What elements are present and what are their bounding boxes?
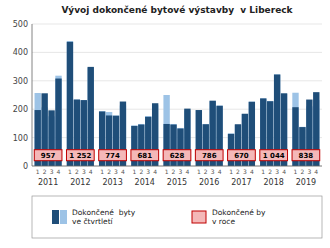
- x-tick-label: 2013: [102, 178, 122, 187]
- quarter-label: 3: [275, 168, 279, 175]
- quarter-label: 2: [75, 168, 79, 175]
- x-tick-label: 2018: [263, 178, 283, 187]
- quarter-label: 3: [114, 168, 118, 175]
- annual-total-label: 957: [41, 152, 56, 160]
- quarter-label: 4: [314, 168, 318, 175]
- quarter-label: 2: [172, 168, 176, 175]
- quarter-label: 2: [204, 168, 208, 175]
- annual-total-label: 838: [299, 152, 314, 160]
- legend-label: Dokončené byv roce: [212, 208, 266, 226]
- quarter-label: 3: [179, 168, 183, 175]
- legend-swatch: [192, 211, 206, 223]
- grid-line: [32, 24, 322, 25]
- annual-total-box: [195, 150, 223, 161]
- x-tick-label: 2014: [135, 178, 155, 187]
- bar: [67, 41, 73, 166]
- quarter-label: 1: [294, 168, 298, 175]
- legend-swatch: [60, 210, 67, 224]
- y-tick-label: 100: [13, 134, 28, 143]
- quarter-label: 1: [132, 168, 136, 175]
- quarter-label: 1: [36, 168, 40, 175]
- x-tick-label: 2011: [38, 178, 58, 187]
- legend-label: Dokončené bytyve čtvrtletí: [72, 208, 136, 226]
- annual-total-label: 786: [202, 152, 217, 160]
- title: Vývoj dokončené bytové výstavby v Libere…: [61, 5, 293, 15]
- quarter-label: 3: [50, 168, 54, 175]
- annual-total-box: [163, 150, 191, 161]
- annual-total-label: 1 252: [69, 152, 91, 160]
- quarter-label: 2: [236, 168, 240, 175]
- y-tick-label: 0: [23, 162, 28, 171]
- x-tick-label: 2019: [296, 178, 316, 187]
- chart: Vývoj dokončené bytové výstavby v Libere…: [0, 0, 330, 248]
- quarter-label: 3: [307, 168, 311, 175]
- quarter-label: 1: [165, 168, 169, 175]
- quarter-label: 4: [121, 168, 125, 175]
- legend-frame: [32, 196, 322, 238]
- grid-line: [32, 52, 322, 53]
- quarter-label: 3: [146, 168, 150, 175]
- annual-total-box: [260, 150, 288, 161]
- legend-swatch: [52, 210, 59, 224]
- y-tick-label: 400: [13, 48, 28, 57]
- quarter-label: 1: [100, 168, 104, 175]
- y-tick-label: 500: [13, 20, 28, 29]
- annual-total-box: [228, 150, 256, 161]
- bars: [35, 41, 320, 166]
- annual-total-label: 670: [234, 152, 249, 160]
- annual-total-label: 774: [105, 152, 120, 160]
- quarter-label: 3: [211, 168, 215, 175]
- annual-total-box: [34, 150, 62, 161]
- legend-label-line: ve čtvrtletí: [72, 217, 114, 226]
- y-axis: [32, 24, 33, 166]
- legend-label-line: Dokončené byty: [72, 208, 136, 217]
- x-tick-label: 2017: [231, 178, 251, 187]
- quarter-label: 2: [301, 168, 305, 175]
- annual-total-label: 1 044: [263, 152, 285, 160]
- quarter-label: 3: [82, 168, 86, 175]
- annual-total-box: [292, 150, 320, 161]
- quarter-label: 2: [107, 168, 111, 175]
- legend-label-line: Dokončené by: [212, 208, 266, 217]
- annual-total-label: 628: [170, 152, 185, 160]
- quarter-label: 4: [89, 168, 93, 175]
- x-tick-label: 2015: [167, 178, 187, 187]
- legend: Dokončené bytyve čtvrtletí Dokončené byv …: [32, 196, 322, 238]
- quarter-label: 3: [243, 168, 247, 175]
- y-tick-label: 200: [13, 105, 28, 114]
- y-tick-label: 300: [13, 77, 28, 86]
- quarter-label: 2: [43, 168, 47, 175]
- annual-total-box: [66, 150, 94, 161]
- x-tick-label: 2016: [199, 178, 219, 187]
- x-axis: [32, 166, 322, 167]
- quarter-label: 4: [153, 168, 157, 175]
- quarter-label: 4: [57, 168, 61, 175]
- annual-total-box: [131, 150, 159, 161]
- bar: [67, 42, 73, 166]
- quarter-label: 2: [139, 168, 143, 175]
- x-tick-label: 2012: [70, 178, 90, 187]
- quarter-label: 1: [261, 168, 265, 175]
- annual-total-box: [99, 150, 127, 161]
- grid-line: [32, 166, 322, 167]
- quarter-label: 1: [229, 168, 233, 175]
- quarter-label: 4: [218, 168, 222, 175]
- quarter-label: 1: [68, 168, 72, 175]
- quarter-label: 4: [185, 168, 189, 175]
- quarter-label: 2: [268, 168, 272, 175]
- quarter-label: 4: [250, 168, 254, 175]
- quarter-label: 4: [282, 168, 286, 175]
- annual-total-label: 681: [137, 152, 152, 160]
- legend-label-line: v roce: [212, 217, 235, 226]
- quarter-label: 1: [197, 168, 201, 175]
